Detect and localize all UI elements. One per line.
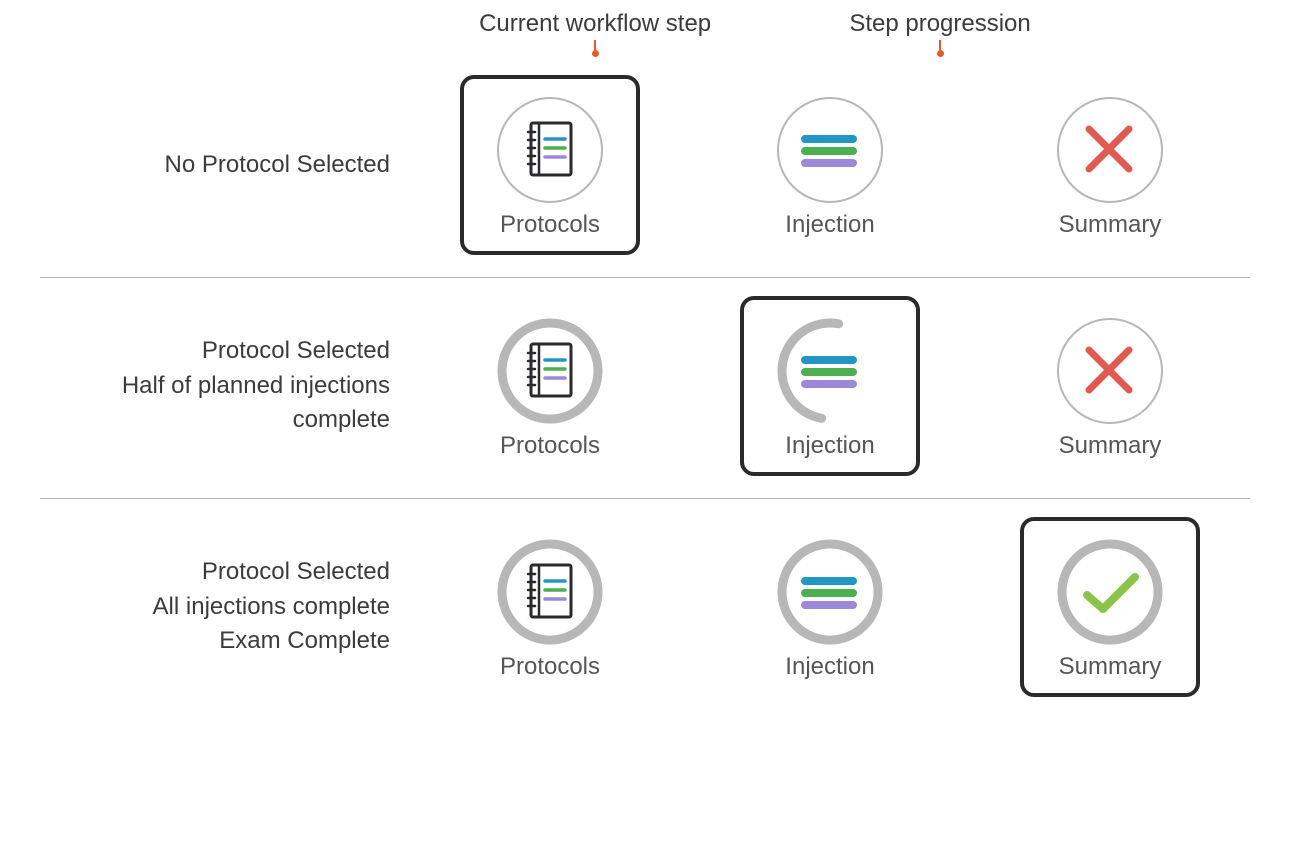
step-tile-protocols[interactable]: Protocols <box>460 296 640 476</box>
step-tile-summary[interactable]: Summary <box>1020 296 1200 476</box>
row-description: No Protocol Selected <box>40 148 410 183</box>
step-label: Summary <box>1059 432 1162 460</box>
row-description: Protocol SelectedAll injections complete… <box>40 555 410 659</box>
annotation-current-step-text: Current workflow step <box>479 10 711 37</box>
row-description-line: Protocol Selected <box>40 555 390 590</box>
notebook-icon <box>495 316 605 426</box>
step-tile-injection[interactable]: Injection <box>740 517 920 697</box>
diagram-rows-container: No Protocol Selected Protocols Injection <box>40 57 1250 719</box>
x-icon <box>1055 316 1165 426</box>
step-tile-injection[interactable]: Injection <box>740 296 920 476</box>
step-label: Injection <box>785 211 874 239</box>
stripes-icon <box>775 537 885 647</box>
step-tile-injection[interactable]: Injection <box>740 75 920 255</box>
row-description-line: Protocol Selected <box>40 334 390 369</box>
steps-group: Protocols Injection Summary <box>410 75 1250 255</box>
steps-group: Protocols Injection Summary <box>410 517 1250 697</box>
annotation-step-progression-text: Step progression <box>849 10 1030 37</box>
step-tile-protocols[interactable]: Protocols <box>460 517 640 697</box>
step-label: Summary <box>1059 211 1162 239</box>
diagram-row: Protocol SelectedAll injections complete… <box>40 499 1250 719</box>
row-description-line: Half of planned injections complete <box>40 369 390 439</box>
check-icon <box>1055 537 1165 647</box>
step-label: Summary <box>1059 653 1162 681</box>
step-label: Injection <box>785 432 874 460</box>
step-tile-protocols[interactable]: Protocols <box>460 75 640 255</box>
row-description-line: Exam Complete <box>40 624 390 659</box>
stripes-icon <box>775 316 885 426</box>
annotation-row: Current workflow step Step progression x <box>40 10 1250 57</box>
step-tile-summary[interactable]: Summary <box>1020 75 1200 255</box>
annotation-step-progression: Step progression <box>849 10 1030 57</box>
step-tile-summary[interactable]: Summary <box>1020 517 1200 697</box>
diagram-row: No Protocol Selected Protocols Injection <box>40 57 1250 278</box>
annotation-tick-dot-icon <box>937 50 944 57</box>
annotation-current-step: Current workflow step <box>479 10 711 57</box>
annotation-tick-dot-icon <box>592 50 599 57</box>
step-label: Injection <box>785 653 874 681</box>
row-description-line: No Protocol Selected <box>40 148 390 183</box>
diagram-row: Protocol SelectedHalf of planned injecti… <box>40 278 1250 499</box>
notebook-icon <box>495 95 605 205</box>
stripes-icon <box>775 95 885 205</box>
steps-group: Protocols Injection Summary <box>410 296 1250 476</box>
row-description: Protocol SelectedHalf of planned injecti… <box>40 334 410 438</box>
x-icon <box>1055 95 1165 205</box>
row-description-line: All injections complete <box>40 590 390 625</box>
step-label: Protocols <box>500 211 600 239</box>
notebook-icon <box>495 537 605 647</box>
step-label: Protocols <box>500 432 600 460</box>
step-label: Protocols <box>500 653 600 681</box>
